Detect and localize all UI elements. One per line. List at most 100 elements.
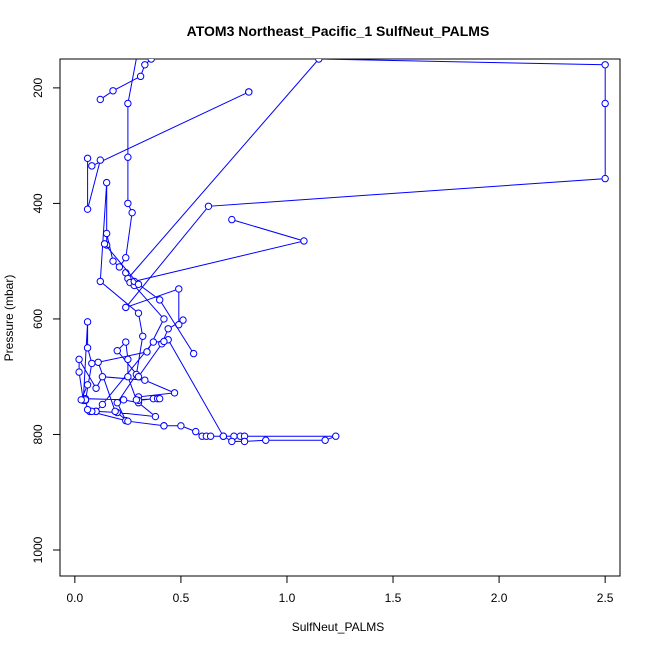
y-tick-label: 600 <box>31 309 45 329</box>
data-point <box>115 263 124 271</box>
data-point <box>113 399 121 407</box>
data-point <box>332 432 340 440</box>
data-point <box>204 202 213 211</box>
series-3 <box>96 59 155 104</box>
data-point <box>601 99 609 108</box>
x-tick-label: 2.5 <box>597 591 614 605</box>
data-point <box>119 396 128 404</box>
data-point <box>149 338 158 346</box>
data-point <box>75 355 83 364</box>
data-point <box>83 154 92 163</box>
y-tick-label: 1000 <box>31 536 45 563</box>
data-point <box>240 437 249 446</box>
data-point <box>139 332 147 340</box>
y-tick-label: 800 <box>31 424 45 444</box>
data-point <box>192 427 200 436</box>
data-point <box>245 88 253 96</box>
series-line <box>134 219 306 282</box>
data-point <box>122 254 130 262</box>
data-point <box>122 338 130 346</box>
y-tick-label: 400 <box>31 193 45 213</box>
data-point <box>189 349 198 358</box>
data-point <box>300 237 308 245</box>
data-point <box>315 59 323 63</box>
data-point <box>122 303 130 312</box>
data-point <box>83 344 92 352</box>
data-point <box>143 348 151 356</box>
x-tick-label: 0.5 <box>173 591 190 605</box>
data-point <box>134 309 143 317</box>
data-point <box>124 153 132 161</box>
data-point <box>96 156 105 164</box>
series-5 <box>130 215 308 286</box>
data-point <box>102 229 111 238</box>
x-tick-label: 0.0 <box>67 591 84 605</box>
data-point <box>83 205 92 213</box>
data-point <box>88 359 96 368</box>
series-line <box>91 91 250 167</box>
series-line <box>104 243 195 354</box>
data-point <box>98 400 107 409</box>
data-point <box>113 347 121 355</box>
data-point <box>100 240 109 248</box>
data-point <box>151 412 160 421</box>
data-point <box>228 437 236 446</box>
data-point <box>135 44 141 50</box>
plot-frame <box>59 58 621 577</box>
data-point <box>83 381 92 389</box>
data-point <box>155 296 164 304</box>
data-point <box>155 394 164 403</box>
data-point <box>128 208 136 217</box>
x-axis-label: SulfNeut_PALMS <box>292 620 385 634</box>
data-point <box>141 376 149 384</box>
data-point <box>124 355 132 364</box>
data-point <box>75 368 83 376</box>
y-axis: 200 400 600 800 1000 <box>31 78 61 563</box>
data-point <box>160 337 168 346</box>
series-6 <box>100 240 198 358</box>
series-4 <box>83 154 105 213</box>
data-point <box>111 407 119 416</box>
data-point <box>228 215 236 224</box>
data-point <box>109 87 117 95</box>
series-layer <box>75 44 609 446</box>
data-point <box>92 384 100 392</box>
data-point <box>96 95 105 104</box>
series-1 <box>75 44 609 446</box>
data-point <box>160 422 168 430</box>
data-point <box>321 436 329 444</box>
data-point <box>122 269 130 277</box>
data-point <box>262 436 270 444</box>
x-tick-label: 2.0 <box>491 591 508 605</box>
data-point <box>147 59 155 63</box>
data-point <box>94 358 102 366</box>
data-point <box>164 325 172 333</box>
y-tick-label: 200 <box>31 78 45 98</box>
data-point <box>134 373 143 381</box>
data-point <box>179 316 187 324</box>
data-point <box>206 432 215 440</box>
series-line <box>78 59 606 442</box>
data-point <box>160 315 168 323</box>
data-point <box>601 174 609 183</box>
data-point <box>96 277 105 286</box>
x-tick-label: 1.5 <box>385 591 402 605</box>
x-tick-label: 1.0 <box>279 591 296 605</box>
data-point <box>77 396 85 404</box>
data-point <box>109 257 117 265</box>
data-point <box>219 432 228 440</box>
data-point <box>98 373 107 381</box>
data-point <box>141 61 149 69</box>
data-point <box>88 162 96 170</box>
data-point <box>134 280 143 288</box>
data-point <box>177 422 185 430</box>
data-point <box>175 285 183 293</box>
series-2 <box>88 88 253 170</box>
data-point <box>83 405 92 414</box>
data-point <box>170 389 179 397</box>
x-axis: 0.0 0.5 1.0 1.5 2.0 2.5 <box>67 575 614 605</box>
data-point <box>601 61 609 69</box>
y-axis-label: Pressure (mbar) <box>2 275 16 362</box>
data-point <box>124 199 132 208</box>
